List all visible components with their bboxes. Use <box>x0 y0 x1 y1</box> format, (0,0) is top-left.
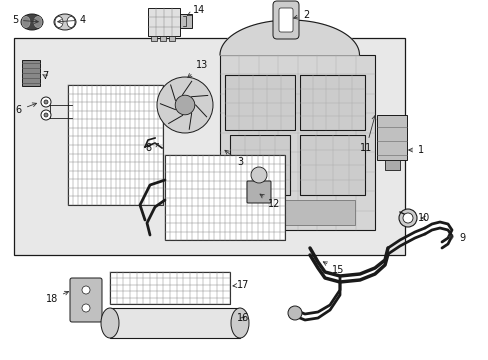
Text: 1: 1 <box>408 145 423 155</box>
Text: 18: 18 <box>46 291 68 304</box>
Bar <box>299 75 364 130</box>
Text: 10: 10 <box>417 213 429 223</box>
Ellipse shape <box>54 14 76 30</box>
Circle shape <box>175 95 194 115</box>
Bar <box>299 135 364 195</box>
Text: 13: 13 <box>187 60 208 77</box>
Text: 17: 17 <box>232 280 249 290</box>
Ellipse shape <box>230 308 248 338</box>
Bar <box>169 36 175 41</box>
Text: 2: 2 <box>293 10 308 20</box>
Bar <box>220 55 374 230</box>
Ellipse shape <box>67 17 75 27</box>
Bar <box>22 60 40 86</box>
Ellipse shape <box>55 17 63 27</box>
Bar <box>110 272 229 304</box>
Circle shape <box>402 213 412 223</box>
Circle shape <box>44 100 48 104</box>
Text: 5: 5 <box>12 15 38 25</box>
Bar <box>68 85 163 205</box>
Circle shape <box>41 97 51 107</box>
Circle shape <box>44 113 48 117</box>
Text: 16: 16 <box>237 313 249 323</box>
FancyBboxPatch shape <box>246 181 270 203</box>
Circle shape <box>82 304 90 312</box>
Bar <box>229 135 289 195</box>
Bar <box>224 75 294 130</box>
FancyBboxPatch shape <box>70 278 102 322</box>
Ellipse shape <box>22 17 30 27</box>
Ellipse shape <box>101 308 119 338</box>
FancyBboxPatch shape <box>272 1 298 39</box>
Bar <box>151 36 157 41</box>
Text: 9: 9 <box>448 233 464 243</box>
Bar <box>160 36 165 41</box>
Text: 12: 12 <box>260 194 280 209</box>
Bar <box>384 160 399 170</box>
Ellipse shape <box>34 17 42 27</box>
Bar <box>14 38 404 255</box>
Bar <box>224 75 294 130</box>
Text: 8: 8 <box>145 143 158 153</box>
Bar <box>164 155 285 240</box>
Text: 7: 7 <box>42 71 48 81</box>
Bar <box>229 200 354 225</box>
Circle shape <box>250 167 266 183</box>
Text: 14: 14 <box>187 5 205 15</box>
Bar <box>110 308 240 338</box>
FancyBboxPatch shape <box>279 8 292 32</box>
Bar <box>299 75 364 130</box>
Bar <box>376 115 406 160</box>
Ellipse shape <box>21 14 43 30</box>
Circle shape <box>287 306 302 320</box>
Text: 4: 4 <box>58 15 86 25</box>
Bar <box>229 135 289 195</box>
Circle shape <box>41 110 51 120</box>
Circle shape <box>82 286 90 294</box>
Text: 15: 15 <box>323 262 344 275</box>
Circle shape <box>157 77 213 133</box>
Bar <box>180 14 192 28</box>
Text: 11: 11 <box>359 116 375 153</box>
Text: 3: 3 <box>224 150 243 167</box>
Polygon shape <box>220 20 359 55</box>
Bar <box>299 135 364 195</box>
Circle shape <box>398 209 416 227</box>
Bar <box>148 8 180 36</box>
Text: 6: 6 <box>16 103 37 115</box>
